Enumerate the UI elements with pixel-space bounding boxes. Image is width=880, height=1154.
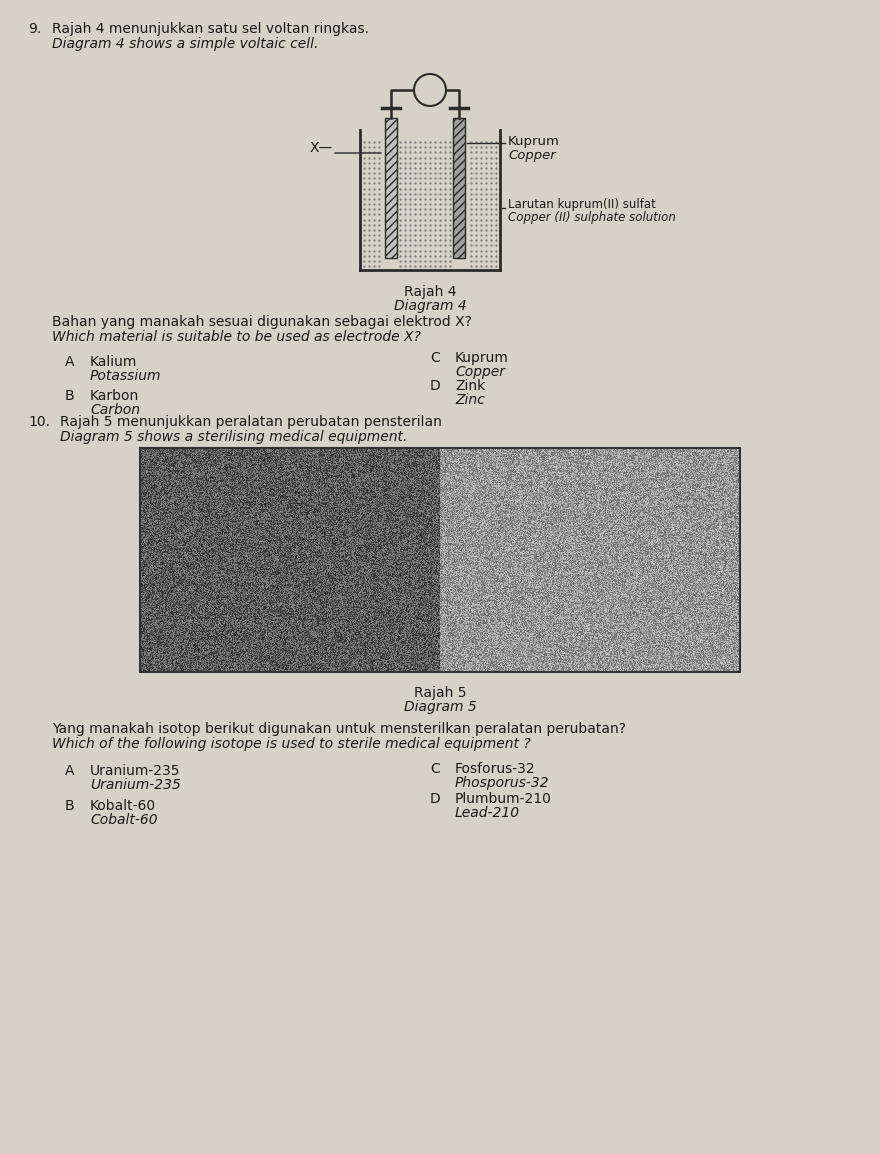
Text: Kuprum: Kuprum <box>508 135 560 148</box>
Text: A: A <box>65 764 75 778</box>
Text: Diagram 5: Diagram 5 <box>404 700 476 714</box>
Text: Potassium: Potassium <box>90 369 162 383</box>
Text: A: A <box>65 355 75 369</box>
Text: Lead-210: Lead-210 <box>455 805 520 820</box>
Text: Diagram 4: Diagram 4 <box>393 299 466 313</box>
Text: Uranium-235: Uranium-235 <box>90 764 180 778</box>
Text: Zink: Zink <box>455 379 485 394</box>
Text: Copper (II) sulphate solution: Copper (II) sulphate solution <box>508 211 676 224</box>
Text: Carbon: Carbon <box>90 403 140 417</box>
Text: D: D <box>430 379 441 394</box>
Text: Larutan kuprum(II) sulfat: Larutan kuprum(II) sulfat <box>508 198 656 211</box>
Text: Diagram 4 shows a simple voltaic cell.: Diagram 4 shows a simple voltaic cell. <box>52 37 319 51</box>
Text: 9.: 9. <box>28 22 41 36</box>
Text: Which material is suitable to be used as electrode X?: Which material is suitable to be used as… <box>52 330 421 344</box>
Circle shape <box>414 74 446 106</box>
Text: C: C <box>430 351 440 365</box>
Bar <box>140 448 740 672</box>
Text: Rajah 5: Rajah 5 <box>414 685 466 700</box>
Text: Kalium: Kalium <box>90 355 137 369</box>
Text: V: V <box>425 89 435 102</box>
Text: 10.: 10. <box>28 415 50 429</box>
Text: Zinc: Zinc <box>455 394 485 407</box>
Text: Karbon: Karbon <box>90 389 139 403</box>
Text: D: D <box>430 792 441 805</box>
Text: B: B <box>65 799 75 814</box>
Text: X—: X— <box>310 141 334 155</box>
Text: Rajah 4: Rajah 4 <box>404 285 456 299</box>
Text: Cobalt-60: Cobalt-60 <box>90 814 158 827</box>
Text: Uranium-235: Uranium-235 <box>90 778 181 792</box>
Bar <box>385 118 397 258</box>
Text: Plumbum-210: Plumbum-210 <box>455 792 552 805</box>
Text: Copper: Copper <box>508 149 556 162</box>
Text: Kuprum: Kuprum <box>455 351 509 365</box>
Text: Rajah 4 menunjukkan satu sel voltan ringkas.: Rajah 4 menunjukkan satu sel voltan ring… <box>52 22 369 36</box>
Text: Fosforus-32: Fosforus-32 <box>455 762 536 775</box>
Text: Bahan yang manakah sesuai digunakan sebagai elektrod X?: Bahan yang manakah sesuai digunakan seba… <box>52 315 472 329</box>
Text: Which of the following isotope is used to sterile medical equipment ?: Which of the following isotope is used t… <box>52 737 531 751</box>
Text: Diagram 5 shows a sterilising medical equipment.: Diagram 5 shows a sterilising medical eq… <box>60 430 407 444</box>
Text: Copper: Copper <box>455 365 505 379</box>
Bar <box>453 118 465 258</box>
Text: C: C <box>430 762 440 775</box>
Text: Yang manakah isotop berikut digunakan untuk mensterilkan peralatan perubatan?: Yang manakah isotop berikut digunakan un… <box>52 722 626 736</box>
Text: B: B <box>65 389 75 403</box>
Text: Kobalt-60: Kobalt-60 <box>90 799 156 814</box>
Text: Rajah 5 menunjukkan peralatan perubatan pensterilan: Rajah 5 menunjukkan peralatan perubatan … <box>60 415 442 429</box>
Text: Phosporus-32: Phosporus-32 <box>455 775 550 790</box>
